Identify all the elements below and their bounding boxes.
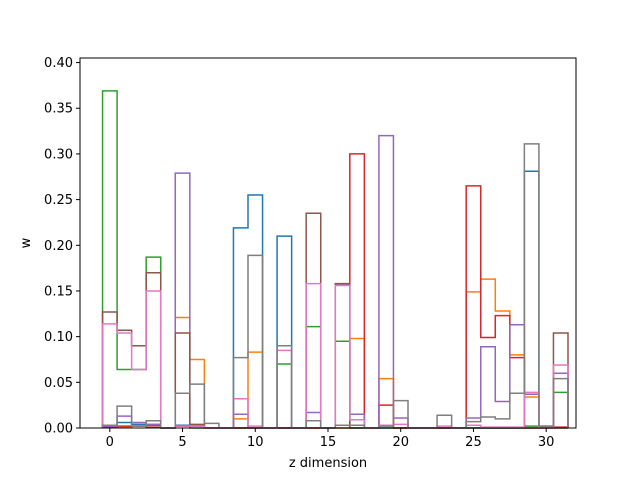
x-tick-label: 5 [178, 435, 186, 450]
x-axis-label: z dimension [289, 456, 367, 471]
y-tick-label: 0.15 [44, 284, 73, 299]
y-tick-label: 0.20 [44, 239, 73, 254]
y-tick-label: 0.40 [44, 56, 73, 71]
y-tick-label: 0.35 [44, 102, 73, 117]
y-tick-label: 0.00 [44, 422, 73, 437]
y-axis-label: w [19, 237, 34, 248]
y-tick-label: 0.05 [44, 376, 73, 391]
x-tick-label: 10 [247, 435, 264, 450]
y-tick-label: 0.10 [44, 330, 73, 345]
x-tick-label: 20 [392, 435, 409, 450]
y-tick-label: 0.30 [44, 147, 73, 162]
x-axis: 0 5 10 15 20 25 30 [106, 428, 555, 450]
y-axis: 0.00 0.05 0.10 0.15 0.20 0.25 0.30 0.35 0.40 [44, 56, 80, 437]
y-tick-label: 0.25 [44, 193, 73, 208]
x-tick-label: 25 [465, 435, 482, 450]
x-tick-label: 30 [538, 435, 555, 450]
x-tick-label: 15 [320, 435, 337, 450]
x-tick-label: 0 [106, 435, 114, 450]
